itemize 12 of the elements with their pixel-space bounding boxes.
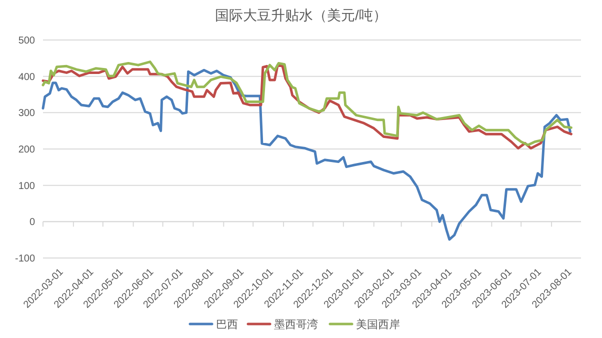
y-tick-label: -100 [14, 254, 36, 264]
y-tick-label: 400 [18, 72, 36, 83]
y-tick-label: 300 [18, 108, 36, 120]
chart-title: 国际大豆升贴水（美元/吨） [215, 7, 387, 23]
line-series [42, 68, 572, 241]
y-tick-label: 200 [18, 144, 36, 156]
y-tick-label: 0 [29, 217, 36, 228]
y-tick-label: 100 [18, 180, 36, 192]
legend-label: 美国西岸 [356, 318, 400, 331]
y-tick-label: 500 [18, 36, 36, 46]
legend-label: 墨西哥湾 [274, 318, 318, 331]
legend-label: 巴西 [216, 318, 238, 331]
